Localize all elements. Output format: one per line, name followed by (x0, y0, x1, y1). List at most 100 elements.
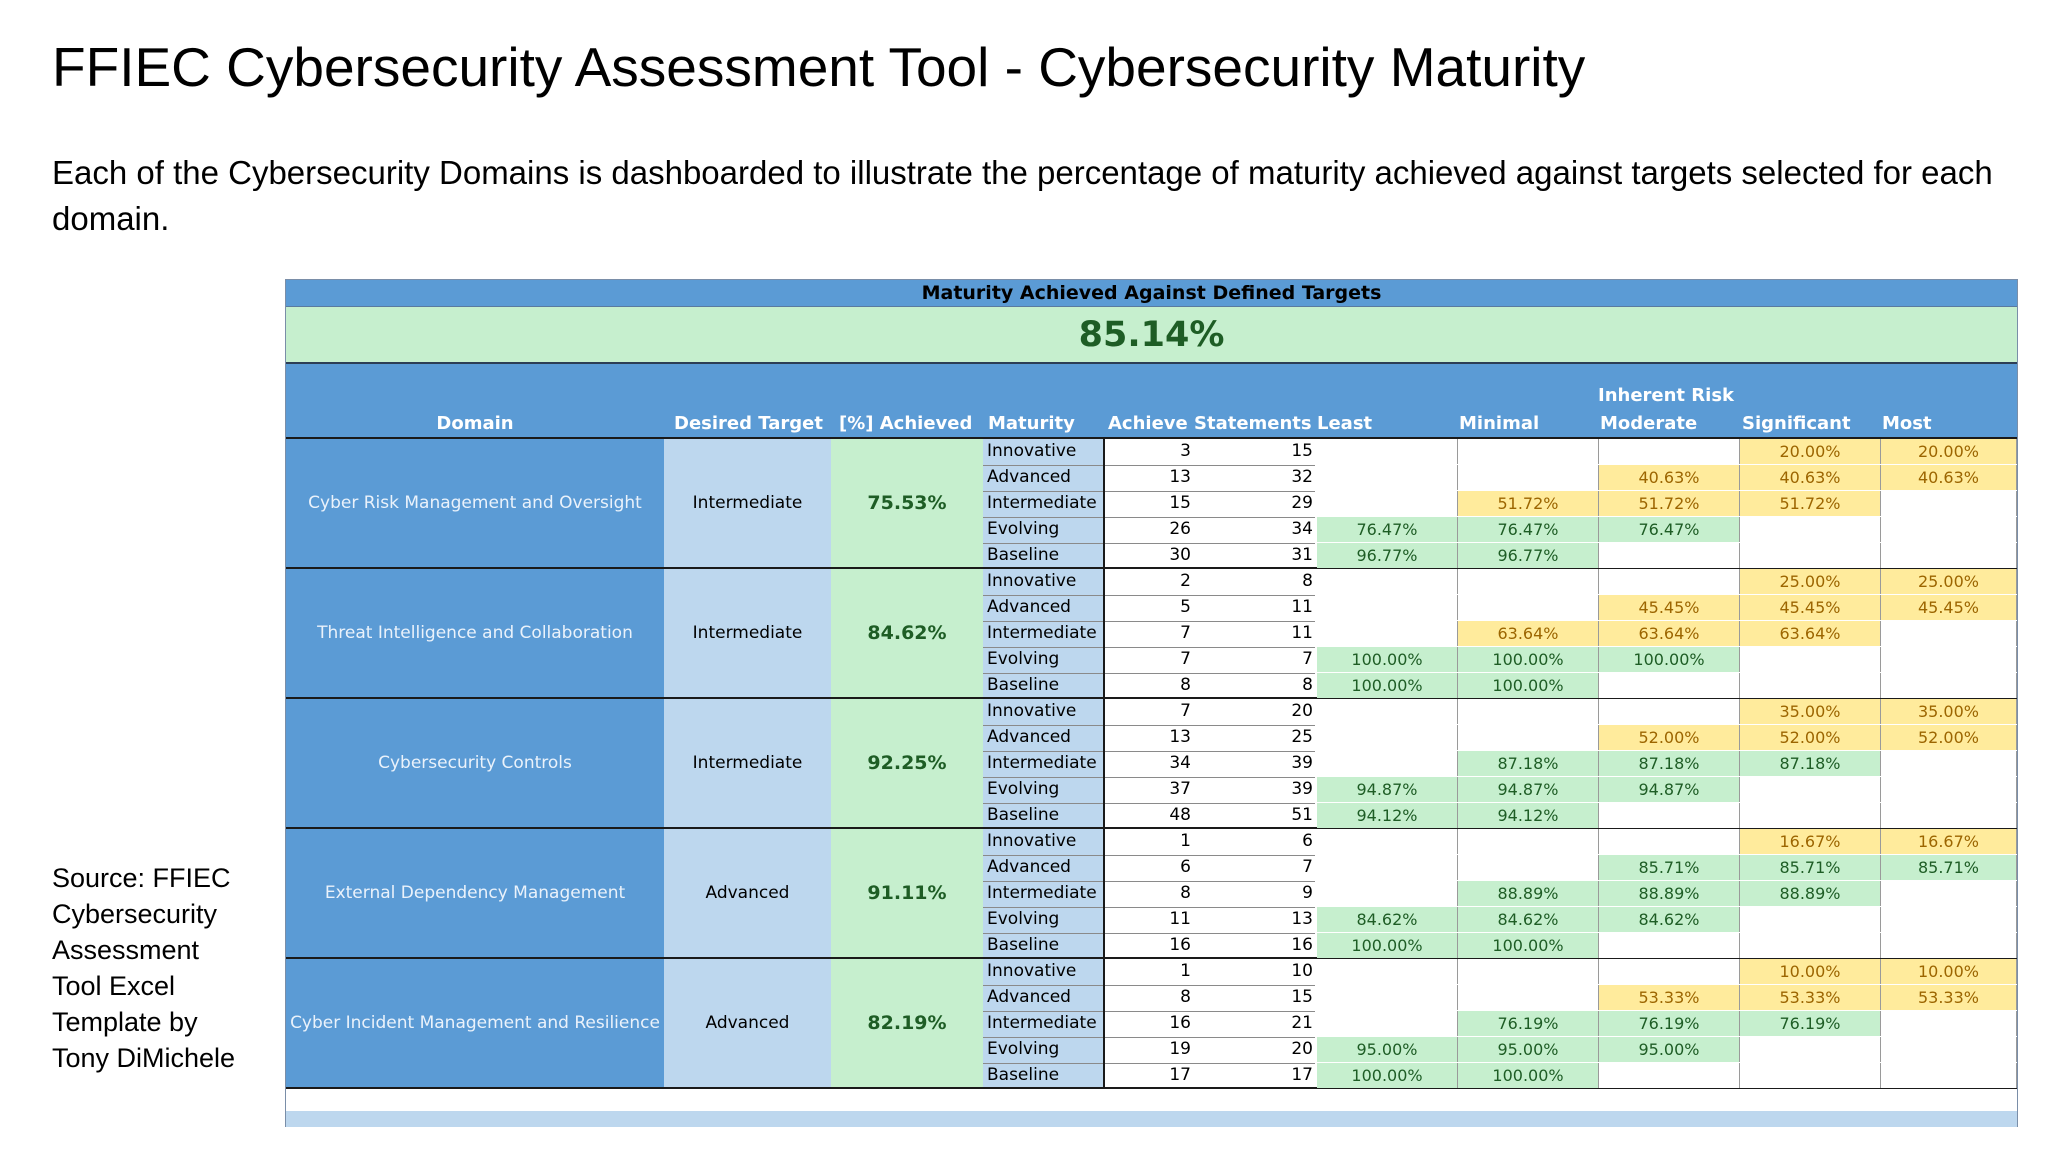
row-divider (1105, 543, 1315, 544)
row-divider (983, 517, 1103, 518)
row-divider (1105, 881, 1315, 882)
achieve-count: 8 (1180, 883, 1191, 903)
statement-counts-column: 1 10 8 15 16 21 19 20 17 17 (1103, 959, 1315, 1087)
risk-moderate-cell: 95.00% (1599, 1037, 1740, 1062)
statement-counts-column: 3 15 13 32 15 29 26 34 30 31 (1103, 439, 1315, 567)
maturity-level: Evolving (987, 519, 1060, 539)
statement-count: 7 (1302, 649, 1313, 669)
source-note: Source: FFIEC Cybersecurity Assessment T… (52, 863, 236, 1073)
risk-moderate-cell (1599, 803, 1740, 828)
achieve-count: 13 (1169, 727, 1191, 747)
risk-minimal-cell: 76.47% (1458, 517, 1599, 542)
risk-least-cell: 96.77% (1317, 543, 1458, 568)
achieve-count: 7 (1180, 623, 1191, 643)
domain-group: Cyber Risk Management and Oversight Inter… (286, 439, 2017, 569)
statement-count: 6 (1302, 831, 1313, 851)
risk-significant-cell (1740, 933, 1881, 958)
risk-most-cell (1881, 881, 2017, 906)
risk-most-cell (1881, 1063, 2017, 1088)
achieved-percent: 82.19% (831, 959, 983, 1087)
maturity-level: Baseline (987, 545, 1060, 565)
risk-significant-cell (1740, 907, 1881, 932)
risk-most-cell (1881, 673, 2017, 698)
risk-most-cell: 85.71% (1881, 855, 2017, 880)
risk-significant-cell (1740, 517, 1881, 542)
achieve-count: 8 (1180, 675, 1191, 695)
row-divider (983, 1037, 1103, 1038)
achieve-count: 1 (1180, 831, 1191, 851)
counts-row: 16 16 (1105, 933, 1315, 959)
risk-least-cell: 94.12% (1317, 803, 1458, 828)
risk-moderate-cell: 87.18% (1599, 751, 1740, 776)
risk-most-cell: 25.00% (1881, 569, 2017, 594)
risk-minimal-cell (1458, 699, 1599, 724)
risk-minimal-cell: 63.64% (1458, 621, 1599, 646)
risk-most-cell (1881, 1011, 2017, 1036)
counts-row: 34 39 (1105, 751, 1315, 778)
achieve-count: 8 (1180, 987, 1191, 1007)
counts-row: 8 15 (1105, 985, 1315, 1012)
row-divider (983, 621, 1103, 622)
counts-row: 26 34 (1105, 517, 1315, 544)
slide-title: FFIEC Cybersecurity Assessment Tool - Cy… (52, 36, 1586, 98)
statement-count: 7 (1302, 857, 1313, 877)
row-divider (1105, 985, 1315, 986)
risk-moderate-cell (1599, 439, 1740, 464)
risk-least-cell (1317, 985, 1458, 1010)
maturity-level: Intermediate (987, 493, 1097, 513)
statement-count: 15 (1291, 987, 1313, 1007)
risk-significant-cell: 10.00% (1740, 959, 1881, 984)
achieve-count: 30 (1169, 545, 1191, 565)
maturity-column: Innovative Advanced Intermediate Evolving Ba… (983, 439, 1103, 567)
maturity-row: Baseline (983, 933, 1103, 959)
maturity-level: Evolving (987, 649, 1060, 669)
maturity-row: Baseline (983, 543, 1103, 569)
risk-most-cell: 53.33% (1881, 985, 2017, 1010)
risk-most-cell: 20.00% (1881, 439, 2017, 464)
statement-count: 13 (1291, 909, 1313, 929)
risk-least-cell (1317, 725, 1458, 750)
counts-row: 19 20 (1105, 1037, 1315, 1064)
risk-significant-cell (1740, 673, 1881, 698)
row-divider (983, 1011, 1103, 1012)
achieved-percent: 92.25% (831, 699, 983, 827)
risk-most-cell (1881, 777, 2017, 802)
overall-maturity-value: 85.14% (286, 306, 2017, 364)
risk-least-cell (1317, 699, 1458, 724)
header-least: Least (1317, 413, 1373, 434)
risk-most-cell: 35.00% (1881, 699, 2017, 724)
risk-moderate-cell: 100.00% (1599, 647, 1740, 672)
risk-significant-cell: 35.00% (1740, 699, 1881, 724)
achieve-count: 1 (1180, 961, 1191, 981)
header-achieve-statements: Achieve Statements (1108, 413, 1312, 434)
risk-least-cell (1317, 1011, 1458, 1036)
risk-least-cell (1317, 829, 1458, 854)
row-divider (1105, 933, 1315, 934)
row-divider (1105, 517, 1315, 518)
maturity-level: Innovative (987, 961, 1077, 981)
risk-least-cell: 94.87% (1317, 777, 1458, 802)
row-divider (983, 647, 1103, 648)
risk-minimal-cell (1458, 985, 1599, 1010)
maturity-level: Evolving (987, 779, 1060, 799)
maturity-level: Evolving (987, 909, 1060, 929)
risk-minimal-cell: 76.19% (1458, 1011, 1599, 1036)
statement-count: 20 (1291, 701, 1313, 721)
row-divider (983, 881, 1103, 882)
risk-most-cell (1881, 647, 2017, 672)
desired-target: Intermediate (664, 699, 831, 827)
risk-least-cell (1317, 465, 1458, 490)
risk-significant-cell: 52.00% (1740, 725, 1881, 750)
statement-count: 11 (1291, 597, 1313, 617)
row-divider (983, 491, 1103, 492)
row-divider (983, 543, 1103, 544)
risk-least-cell (1317, 621, 1458, 646)
risk-moderate-cell: 63.64% (1599, 621, 1740, 646)
risk-minimal-cell: 88.89% (1458, 881, 1599, 906)
row-divider (983, 465, 1103, 466)
risk-least-cell: 100.00% (1317, 673, 1458, 698)
header-moderate: Moderate (1600, 413, 1698, 434)
risk-moderate-cell: 94.87% (1599, 777, 1740, 802)
